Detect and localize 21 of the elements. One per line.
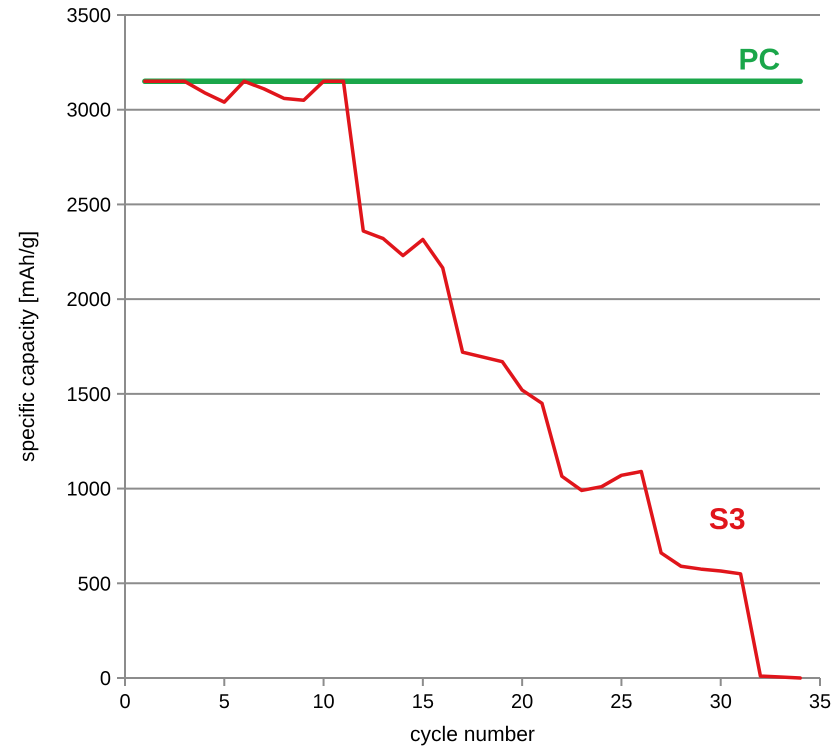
x-tick-label: 35 <box>808 691 832 713</box>
y-tick-label: 1500 <box>66 384 111 406</box>
series-label: S3 <box>708 502 746 536</box>
y-tick-label: 1000 <box>66 478 111 501</box>
x-tick-label: 0 <box>119 691 131 713</box>
y-tick-label: 2000 <box>66 289 111 312</box>
x-tick-label: 15 <box>412 691 434 713</box>
x-tick-label: 30 <box>710 691 732 713</box>
y-tick-label: 0 <box>100 668 111 690</box>
y-tick-label: 3000 <box>66 100 111 122</box>
x-tick-label: 5 <box>218 691 230 713</box>
y-tick-label: 2500 <box>66 194 111 216</box>
x-tick-label: 10 <box>312 691 335 713</box>
x-axis-title: cycle number <box>410 723 535 746</box>
line-series <box>143 80 802 680</box>
y-tick-label: 3500 <box>66 5 111 27</box>
x-tick-label: 25 <box>610 691 633 713</box>
x-tick-label: 20 <box>511 691 534 713</box>
y-axis-title: specific capacity [mAh/g] <box>16 230 39 462</box>
y-tick-label: 500 <box>78 573 111 596</box>
series-label: PC <box>738 43 780 76</box>
